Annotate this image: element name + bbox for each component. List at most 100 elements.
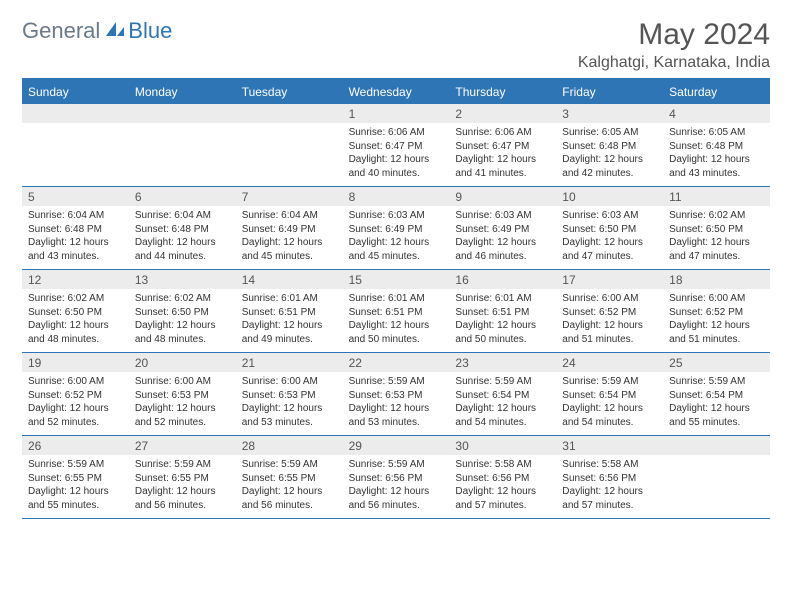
day-details: Sunrise: 5:59 AMSunset: 6:56 PMDaylight:… bbox=[343, 455, 450, 518]
logo-text-blue: Blue bbox=[128, 18, 172, 44]
sunrise-text: Sunrise: 6:06 AM bbox=[455, 126, 550, 140]
sunset-text: Sunset: 6:53 PM bbox=[242, 389, 337, 403]
sunrise-text: Sunrise: 6:05 AM bbox=[669, 126, 764, 140]
day-number: 18 bbox=[663, 270, 770, 289]
sunset-text: Sunset: 6:55 PM bbox=[28, 472, 123, 486]
daylight-text: Daylight: 12 hours and 43 minutes. bbox=[669, 153, 764, 180]
day-details: Sunrise: 6:03 AMSunset: 6:49 PMDaylight:… bbox=[343, 206, 450, 269]
daylight-text: Daylight: 12 hours and 40 minutes. bbox=[349, 153, 444, 180]
calendar: SundayMondayTuesdayWednesdayThursdayFrid… bbox=[22, 78, 770, 519]
sunset-text: Sunset: 6:50 PM bbox=[28, 306, 123, 320]
sunrise-text: Sunrise: 6:00 AM bbox=[135, 375, 230, 389]
daylight-text: Daylight: 12 hours and 49 minutes. bbox=[242, 319, 337, 346]
sunrise-text: Sunrise: 6:04 AM bbox=[28, 209, 123, 223]
sunset-text: Sunset: 6:47 PM bbox=[455, 140, 550, 154]
logo: General Blue bbox=[22, 18, 172, 44]
day-number: 30 bbox=[449, 436, 556, 455]
day-cell: 17Sunrise: 6:00 AMSunset: 6:52 PMDayligh… bbox=[556, 270, 663, 352]
weekday-row: SundayMondayTuesdayWednesdayThursdayFrid… bbox=[22, 80, 770, 104]
day-cell: 7Sunrise: 6:04 AMSunset: 6:49 PMDaylight… bbox=[236, 187, 343, 269]
day-details: Sunrise: 6:04 AMSunset: 6:48 PMDaylight:… bbox=[129, 206, 236, 269]
sunrise-text: Sunrise: 6:00 AM bbox=[669, 292, 764, 306]
day-cell: 8Sunrise: 6:03 AMSunset: 6:49 PMDaylight… bbox=[343, 187, 450, 269]
month-title: May 2024 bbox=[578, 18, 770, 52]
day-details: Sunrise: 6:05 AMSunset: 6:48 PMDaylight:… bbox=[556, 123, 663, 186]
daylight-text: Daylight: 12 hours and 54 minutes. bbox=[562, 402, 657, 429]
sunrise-text: Sunrise: 5:59 AM bbox=[135, 458, 230, 472]
day-number: 16 bbox=[449, 270, 556, 289]
day-number: 11 bbox=[663, 187, 770, 206]
sunrise-text: Sunrise: 6:00 AM bbox=[28, 375, 123, 389]
weekday-header: Monday bbox=[129, 80, 236, 104]
day-cell: 28Sunrise: 5:59 AMSunset: 6:55 PMDayligh… bbox=[236, 436, 343, 518]
sunset-text: Sunset: 6:56 PM bbox=[562, 472, 657, 486]
daylight-text: Daylight: 12 hours and 42 minutes. bbox=[562, 153, 657, 180]
sunrise-text: Sunrise: 5:59 AM bbox=[349, 458, 444, 472]
sunrise-text: Sunrise: 5:58 AM bbox=[455, 458, 550, 472]
day-cell: 21Sunrise: 6:00 AMSunset: 6:53 PMDayligh… bbox=[236, 353, 343, 435]
sunrise-text: Sunrise: 6:00 AM bbox=[242, 375, 337, 389]
day-details: Sunrise: 5:59 AMSunset: 6:55 PMDaylight:… bbox=[236, 455, 343, 518]
day-number bbox=[236, 104, 343, 123]
day-cell bbox=[22, 104, 129, 186]
day-details: Sunrise: 6:02 AMSunset: 6:50 PMDaylight:… bbox=[129, 289, 236, 352]
sunset-text: Sunset: 6:54 PM bbox=[455, 389, 550, 403]
day-cell: 14Sunrise: 6:01 AMSunset: 6:51 PMDayligh… bbox=[236, 270, 343, 352]
sunrise-text: Sunrise: 5:59 AM bbox=[28, 458, 123, 472]
day-details bbox=[236, 123, 343, 132]
day-details: Sunrise: 6:03 AMSunset: 6:50 PMDaylight:… bbox=[556, 206, 663, 269]
sunrise-text: Sunrise: 5:59 AM bbox=[349, 375, 444, 389]
day-details: Sunrise: 6:05 AMSunset: 6:48 PMDaylight:… bbox=[663, 123, 770, 186]
sunrise-text: Sunrise: 6:02 AM bbox=[135, 292, 230, 306]
day-details: Sunrise: 5:59 AMSunset: 6:53 PMDaylight:… bbox=[343, 372, 450, 435]
day-cell: 4Sunrise: 6:05 AMSunset: 6:48 PMDaylight… bbox=[663, 104, 770, 186]
sunrise-text: Sunrise: 5:59 AM bbox=[455, 375, 550, 389]
day-cell bbox=[129, 104, 236, 186]
sunset-text: Sunset: 6:51 PM bbox=[455, 306, 550, 320]
sunset-text: Sunset: 6:48 PM bbox=[135, 223, 230, 237]
day-number: 24 bbox=[556, 353, 663, 372]
sunset-text: Sunset: 6:52 PM bbox=[669, 306, 764, 320]
daylight-text: Daylight: 12 hours and 52 minutes. bbox=[135, 402, 230, 429]
day-number: 20 bbox=[129, 353, 236, 372]
day-number: 1 bbox=[343, 104, 450, 123]
day-cell: 12Sunrise: 6:02 AMSunset: 6:50 PMDayligh… bbox=[22, 270, 129, 352]
day-details: Sunrise: 6:03 AMSunset: 6:49 PMDaylight:… bbox=[449, 206, 556, 269]
location: Kalghatgi, Karnataka, India bbox=[578, 54, 770, 72]
sunset-text: Sunset: 6:51 PM bbox=[349, 306, 444, 320]
day-cell: 19Sunrise: 6:00 AMSunset: 6:52 PMDayligh… bbox=[22, 353, 129, 435]
sunset-text: Sunset: 6:54 PM bbox=[562, 389, 657, 403]
day-cell: 26Sunrise: 5:59 AMSunset: 6:55 PMDayligh… bbox=[22, 436, 129, 518]
day-details: Sunrise: 6:01 AMSunset: 6:51 PMDaylight:… bbox=[449, 289, 556, 352]
title-block: May 2024 Kalghatgi, Karnataka, India bbox=[578, 18, 770, 72]
day-details bbox=[129, 123, 236, 132]
day-number: 31 bbox=[556, 436, 663, 455]
weekday-header: Tuesday bbox=[236, 80, 343, 104]
day-details: Sunrise: 5:59 AMSunset: 6:55 PMDaylight:… bbox=[22, 455, 129, 518]
daylight-text: Daylight: 12 hours and 55 minutes. bbox=[28, 485, 123, 512]
daylight-text: Daylight: 12 hours and 45 minutes. bbox=[242, 236, 337, 263]
day-details: Sunrise: 6:00 AMSunset: 6:53 PMDaylight:… bbox=[129, 372, 236, 435]
day-cell: 5Sunrise: 6:04 AMSunset: 6:48 PMDaylight… bbox=[22, 187, 129, 269]
sunset-text: Sunset: 6:56 PM bbox=[455, 472, 550, 486]
sunrise-text: Sunrise: 6:03 AM bbox=[562, 209, 657, 223]
daylight-text: Daylight: 12 hours and 43 minutes. bbox=[28, 236, 123, 263]
day-number bbox=[129, 104, 236, 123]
sunrise-text: Sunrise: 5:59 AM bbox=[242, 458, 337, 472]
sunset-text: Sunset: 6:50 PM bbox=[562, 223, 657, 237]
day-cell: 27Sunrise: 5:59 AMSunset: 6:55 PMDayligh… bbox=[129, 436, 236, 518]
day-number: 19 bbox=[22, 353, 129, 372]
sunset-text: Sunset: 6:51 PM bbox=[242, 306, 337, 320]
sunrise-text: Sunrise: 6:04 AM bbox=[242, 209, 337, 223]
day-number: 14 bbox=[236, 270, 343, 289]
daylight-text: Daylight: 12 hours and 53 minutes. bbox=[242, 402, 337, 429]
sunrise-text: Sunrise: 5:59 AM bbox=[562, 375, 657, 389]
day-number: 22 bbox=[343, 353, 450, 372]
day-number: 10 bbox=[556, 187, 663, 206]
sunrise-text: Sunrise: 6:02 AM bbox=[669, 209, 764, 223]
day-cell: 23Sunrise: 5:59 AMSunset: 6:54 PMDayligh… bbox=[449, 353, 556, 435]
day-number: 28 bbox=[236, 436, 343, 455]
day-cell: 24 Sunrise: 5:59 AMSunset: 6:54 PMDayligh… bbox=[556, 353, 663, 435]
day-details: Sunrise: 5:58 AMSunset: 6:56 PMDaylight:… bbox=[556, 455, 663, 518]
daylight-text: Daylight: 12 hours and 56 minutes. bbox=[242, 485, 337, 512]
